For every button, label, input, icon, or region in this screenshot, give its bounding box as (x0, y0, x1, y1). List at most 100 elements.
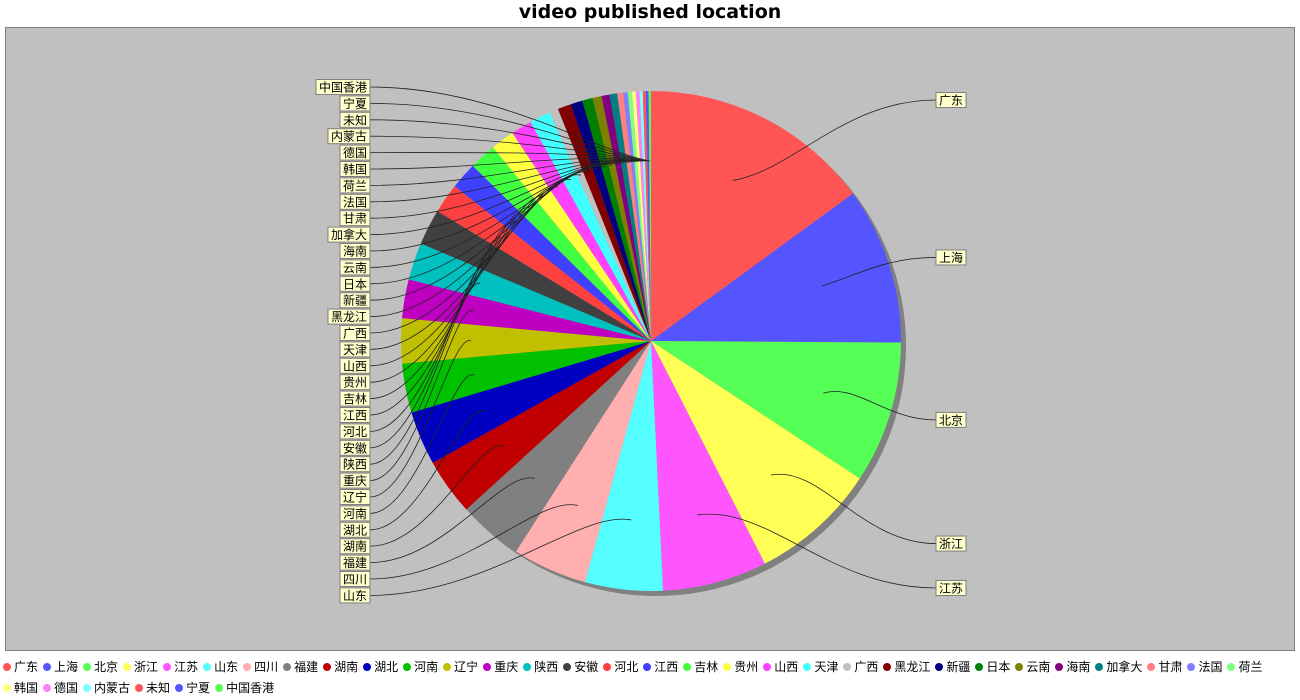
pie-slice-2[interactable] (651, 341, 901, 479)
slice-label-0: 广东 (939, 94, 963, 108)
legend-item-7: 福建 (283, 657, 318, 678)
legend-label-14: 安徽 (574, 660, 599, 674)
slice-label-box-35 (339, 95, 371, 112)
pie-slice-7[interactable] (466, 341, 651, 552)
legend-swatch-26 (1055, 663, 1064, 671)
pie-slice-1[interactable] (651, 193, 901, 343)
legend-swatch-35 (175, 684, 184, 692)
slice-label-box-23 (339, 292, 371, 309)
legend-item-29: 法国 (1187, 657, 1222, 678)
pie-slice-4[interactable] (651, 341, 765, 591)
pie-slice-22[interactable] (557, 104, 651, 342)
legend-item-30: 荷兰 (1227, 657, 1262, 678)
pie-slice-10[interactable] (402, 341, 651, 413)
legend-item-32: 德国 (43, 678, 78, 699)
legend-label-32: 德国 (54, 681, 79, 695)
pie-slice-19[interactable] (512, 121, 651, 341)
legend-item-14: 安徽 (563, 657, 598, 678)
legend-swatch-14 (563, 663, 572, 671)
leader-line-34 (369, 119, 647, 162)
legend-label-15: 河北 (614, 660, 639, 674)
slice-label-box-5 (339, 587, 371, 604)
legend-label-30: 荷兰 (1238, 660, 1263, 674)
legend-item-5: 山东 (203, 657, 238, 678)
pie-slice-11[interactable] (401, 318, 651, 364)
slice-label-36: 中国香港 (319, 80, 367, 95)
slice-label-13: 陕西 (343, 457, 367, 472)
legend-label-10: 河南 (414, 660, 439, 674)
legend-swatch-30 (1227, 663, 1236, 671)
pie-slice-8[interactable] (432, 341, 651, 510)
legend-item-16: 江西 (643, 657, 678, 678)
slice-label-3: 浙江 (939, 537, 963, 551)
slice-label-32: 德国 (343, 145, 367, 160)
pie-slice-9[interactable] (411, 341, 651, 463)
legend-label-25: 云南 (1026, 660, 1051, 674)
pie-slice-34[interactable] (642, 91, 651, 341)
slice-label-box-6 (339, 571, 371, 587)
leader-line-3 (771, 473, 937, 544)
legend-item-13: 陕西 (523, 657, 558, 678)
legend-label-23: 新疆 (946, 660, 971, 674)
legend-item-33: 内蒙古 (83, 678, 130, 699)
pie-slice-17[interactable] (472, 147, 651, 341)
slice-label-box-3 (935, 535, 967, 552)
pie-slice-5[interactable] (584, 341, 664, 591)
legend-item-18: 贵州 (723, 657, 758, 678)
legend-label-36: 中国香港 (226, 681, 275, 695)
slice-label-17: 吉林 (343, 392, 367, 406)
leader-line-28 (369, 160, 629, 219)
leader-line-19 (369, 186, 558, 367)
leader-line-4 (697, 513, 937, 589)
legend-swatch-34 (135, 684, 144, 692)
slice-label-7: 福建 (343, 555, 367, 570)
pie-slice-36[interactable] (648, 91, 651, 341)
legend-swatch-23 (935, 663, 944, 671)
legend-item-19: 山西 (763, 657, 798, 678)
pie-slice-33[interactable] (639, 91, 651, 341)
legend-label-33: 内蒙古 (94, 681, 131, 695)
leader-line-1 (822, 257, 937, 287)
slice-label-12: 重庆 (343, 474, 367, 488)
legend-label-8: 湖南 (334, 660, 359, 674)
pie-slice-15[interactable] (437, 186, 651, 341)
legend-item-12: 重庆 (483, 657, 518, 678)
pie-slice-0[interactable] (651, 91, 853, 341)
slice-label-box-4 (935, 580, 967, 596)
slice-label-box-27 (327, 226, 371, 243)
legend-label-1: 上海 (54, 660, 79, 674)
slice-label-15: 河北 (343, 425, 367, 439)
legend-item-35: 宁夏 (175, 678, 210, 699)
legend-item-28: 甘肃 (1147, 657, 1182, 678)
legend-swatch-15 (603, 663, 612, 671)
pie-slice-35[interactable] (645, 91, 651, 341)
slice-label-24: 日本 (343, 277, 367, 291)
pie-slice-6[interactable] (515, 341, 651, 583)
slice-label-31: 韩国 (343, 162, 367, 177)
pie-slice-3[interactable] (651, 341, 860, 564)
legend-item-34: 未知 (135, 678, 170, 699)
pie-slice-13[interactable] (408, 243, 651, 341)
legend-swatch-10 (403, 663, 412, 671)
pie-slice-18[interactable] (492, 132, 651, 341)
pie-slice-14[interactable] (420, 211, 651, 341)
slice-label-30: 荷兰 (343, 179, 367, 193)
legend-label-31: 韩国 (14, 681, 39, 695)
leader-line-31 (369, 157, 639, 170)
slice-label-box-2 (935, 411, 967, 428)
leader-line-30 (369, 159, 636, 186)
slice-label-box-31 (339, 161, 371, 177)
pie-slice-29[interactable] (623, 92, 651, 341)
legend-swatch-27 (1095, 663, 1104, 671)
slice-label-box-36 (315, 79, 371, 95)
legend-label-34: 未知 (146, 681, 171, 695)
pie-slice-31[interactable] (631, 91, 651, 341)
slice-label-23: 新疆 (343, 293, 367, 308)
slice-label-box-24 (339, 275, 371, 292)
pie-slice-21[interactable] (549, 108, 651, 342)
pie-slice-16[interactable] (454, 165, 651, 341)
pie-slice-30[interactable] (627, 91, 651, 341)
legend-swatch-11 (443, 663, 452, 671)
pie-slice-32[interactable] (635, 91, 651, 342)
